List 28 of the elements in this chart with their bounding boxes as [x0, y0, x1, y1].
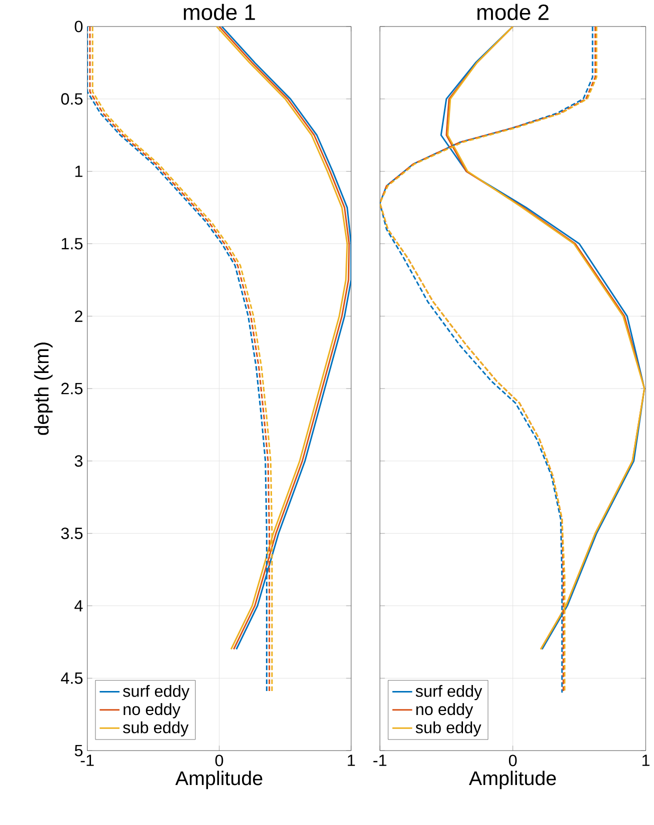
y-tick-label: 3 [74, 455, 82, 467]
chart-title: mode 2 [477, 4, 548, 20]
chart-title: mode 1 [184, 4, 255, 20]
y-tick-label: 1 [75, 166, 82, 177]
y-tick-label: 0 [74, 20, 82, 32]
y-tick-label: 4 [74, 600, 83, 612]
y-tick-label: 0.5 [61, 93, 82, 105]
x-tick-label: 0 [508, 754, 517, 766]
x-tick-label: -1 [373, 754, 386, 766]
legend-label: sub eddy [416, 721, 482, 736]
y-tick-label: 5 [74, 744, 82, 756]
legend-label: surf eddy [416, 684, 482, 700]
x-tick-label: 0 [215, 754, 224, 766]
x-tick-label: -1 [80, 754, 94, 766]
x-axis-title: Amplitude [468, 770, 556, 790]
legend-label: no eddy [416, 703, 474, 718]
y-axis-title: depth (km) [34, 342, 53, 435]
x-axis-title: Amplitude [175, 770, 262, 790]
y-tick-label: 2.5 [61, 382, 82, 394]
y-tick-label: 3.5 [61, 528, 82, 540]
legend-label: sub eddy [122, 721, 189, 736]
legend-label: no eddy [124, 703, 180, 718]
x-tick-label: 1 [348, 754, 355, 766]
legend-label: surf eddy [122, 684, 190, 700]
x-tick-label: 1 [642, 754, 650, 766]
y-tick-label: 2 [74, 310, 82, 322]
y-tick-label: 4.5 [60, 672, 82, 684]
y-tick-label: 1.5 [62, 238, 82, 250]
